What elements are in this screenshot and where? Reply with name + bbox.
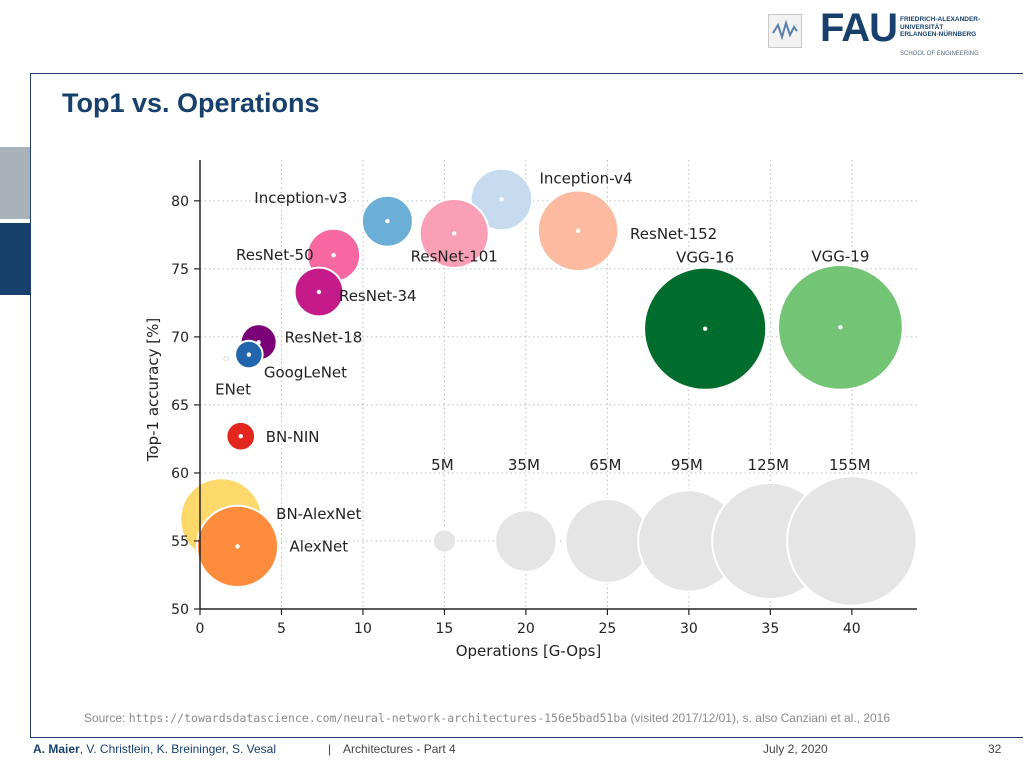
size-legend: 5M 35M 65M 95M 125M 155M — [431, 456, 918, 607]
y-tick-label: 60 — [171, 466, 189, 482]
size-legend-label: 5M — [431, 456, 454, 474]
bubble-center-dot — [499, 197, 504, 202]
x-tick-label: 40 — [843, 621, 861, 637]
bubble-label: BN-AlexNet — [276, 505, 361, 523]
y-tick-label: 75 — [171, 262, 189, 278]
footer-date: July 2, 2020 — [763, 742, 828, 756]
side-tab-blue — [0, 223, 30, 295]
fau-logo: FAU FRIEDRICH-ALEXANDER- UNIVERSITÄT ERL… — [820, 6, 990, 58]
y-tick-label: 80 — [171, 194, 189, 210]
bubble-center-dot — [235, 544, 240, 549]
size-legend-label: 95M — [671, 456, 703, 474]
x-tick-label: 20 — [517, 621, 535, 637]
bubble-label: ENet — [215, 381, 251, 399]
bubble-label: VGG-16 — [676, 249, 734, 267]
size-legend-bubble — [431, 528, 458, 554]
x-tick-label: 10 — [354, 621, 372, 637]
y-tick-label: 65 — [171, 398, 189, 414]
x-tick-label: 30 — [680, 621, 698, 637]
bubble-label: ResNet-101 — [411, 247, 498, 265]
size-legend-label: 155M — [829, 456, 871, 474]
bubble-label: AlexNet — [289, 537, 348, 555]
footer-page-number: 32 — [988, 742, 1002, 756]
labels: Inception-v4 ResNet-152 ResNet-101 Inceptio… — [215, 169, 869, 555]
bubble-center-dot — [246, 352, 252, 357]
bubble-label: Inception-v4 — [539, 169, 632, 187]
bubble-label: GoogLeNet — [264, 364, 347, 382]
side-tab-grey — [0, 147, 30, 219]
size-legend-bubble — [786, 475, 918, 607]
bubble-center-dot — [316, 289, 322, 295]
axes: 0 5 10 15 20 25 30 35 40 50 55 60 65 70 75 80 Operations… — [144, 160, 917, 660]
bubbles — [179, 167, 904, 589]
bubble-center-dot — [331, 253, 336, 258]
bubble-label: BN-NIN — [266, 428, 320, 446]
footer-separator: | — [328, 742, 332, 756]
size-legend-label: 65M — [589, 456, 621, 474]
logo-letters: FAU — [820, 6, 898, 50]
y-tick-label: 55 — [171, 534, 189, 550]
bubble-center-dot — [385, 219, 390, 224]
bubble-center-dot — [452, 231, 457, 236]
size-legend-label: 125M — [748, 456, 790, 474]
y-tick-label: 70 — [171, 330, 189, 346]
slide-title: Top1 vs. Operations — [62, 88, 320, 118]
x-tick-label: 15 — [436, 621, 454, 637]
size-legend-bubble — [564, 498, 651, 584]
bubble-label: Inception-v3 — [254, 189, 347, 207]
bubble-chart: 5M 35M 65M 95M 125M 155M 0 5 10 15 20 25 30 35 40 50 55… — [144, 160, 918, 660]
x-tick-label: 35 — [761, 621, 779, 637]
bubble-center-dot — [838, 325, 843, 330]
x-tick-label: 5 — [277, 621, 286, 637]
footer-authors: A. Maier, V. Christlein, K. Breininger, … — [33, 742, 277, 756]
x-tick-label: 25 — [598, 621, 616, 637]
size-legend-label: 35M — [508, 456, 540, 474]
bubble-center-dot — [238, 434, 243, 439]
footer-lecture: Architectures - Part 4 — [343, 742, 456, 756]
bubble-label: ResNet-34 — [339, 287, 417, 305]
logo-university-name: FRIEDRICH-ALEXANDER- UNIVERSITÄT ERLANGE… — [900, 16, 981, 38]
bubble-label: ResNet-50 — [236, 246, 314, 264]
bubble-center-dot — [702, 326, 708, 331]
x-tick-label: 0 — [196, 621, 205, 637]
x-axis-label: Operations [G-Ops] — [456, 642, 602, 660]
source-url: https://towardsdatascience.com/neural-ne… — [128, 711, 628, 725]
slide-frame — [30, 73, 1023, 738]
size-legend-bubble — [494, 509, 558, 573]
bubble-label: ResNet-152 — [630, 225, 717, 243]
footer: A. Maier, V. Christlein, K. Breininger, … — [0, 742, 1024, 762]
bubble-label: ResNet-18 — [285, 328, 363, 346]
bubble-center-dot — [575, 228, 581, 233]
y-tick-label: 50 — [171, 602, 189, 618]
bubble-label: VGG-19 — [811, 247, 869, 265]
bubble-center-dot — [223, 356, 229, 361]
source-note: Source: https://towardsdatascience.com/n… — [84, 711, 891, 725]
y-axis-label: Top-1 accuracy [%] — [144, 318, 162, 462]
header-emblem-icon — [768, 14, 802, 48]
logo-school: SCHOOL OF ENGINEERING — [900, 51, 979, 57]
